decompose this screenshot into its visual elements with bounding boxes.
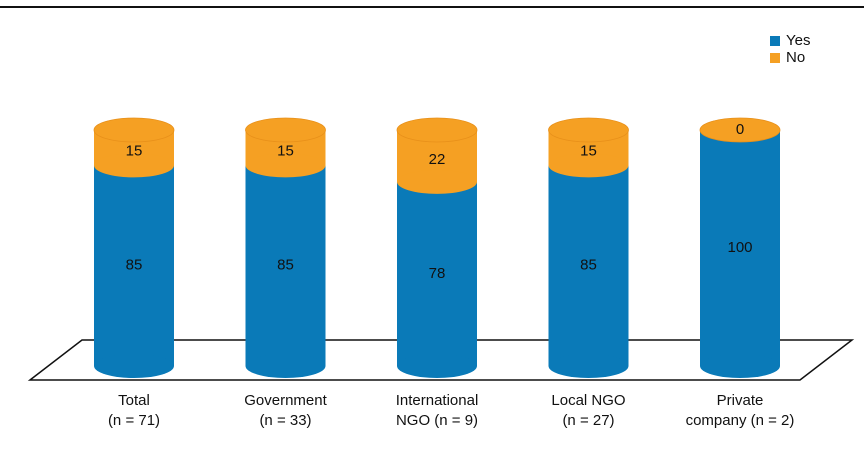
x-tick-label: (n = 33) xyxy=(259,412,311,429)
x-tick-label: Government xyxy=(244,392,327,409)
bar-top xyxy=(396,117,478,143)
data-label: 85 xyxy=(277,257,294,274)
bar-segment xyxy=(700,130,780,366)
bar-segment xyxy=(245,165,326,366)
bar-segment-cap xyxy=(245,354,326,378)
bar-top xyxy=(548,117,629,143)
bar-segment-cap xyxy=(548,354,629,378)
data-label: 15 xyxy=(126,143,143,160)
legend-label: No xyxy=(786,49,805,66)
bar-top xyxy=(93,117,175,143)
x-tick-label: Private xyxy=(717,392,764,409)
x-tick-label: (n = 71) xyxy=(108,412,160,429)
bar-segment-cap xyxy=(548,153,629,178)
bar-segment-cap xyxy=(397,354,477,378)
bar-segment xyxy=(94,165,174,366)
x-tick-label: NGO (n = 9) xyxy=(396,412,478,429)
data-label: 85 xyxy=(580,257,597,274)
data-label: 85 xyxy=(126,257,143,274)
data-label: 0 xyxy=(736,121,744,138)
bar-top xyxy=(699,117,781,143)
x-tick-label: International xyxy=(396,392,479,409)
bar-segment-cap xyxy=(245,153,326,178)
bar-segment xyxy=(548,165,629,366)
data-label: 100 xyxy=(727,239,752,256)
bar-segment xyxy=(397,181,477,366)
data-label: 78 xyxy=(429,265,446,282)
legend-label: Yes xyxy=(786,32,810,49)
bar-top xyxy=(245,117,326,143)
data-label: 15 xyxy=(277,143,294,160)
x-tick-label: Local NGO xyxy=(551,392,625,409)
legend-swatch xyxy=(770,53,780,63)
bar-segment-cap xyxy=(94,153,174,178)
bar-segment-cap xyxy=(397,169,477,194)
data-label: 15 xyxy=(580,143,597,160)
x-tick-label: (n = 27) xyxy=(562,412,614,429)
data-label: 22 xyxy=(429,151,446,168)
legend-swatch xyxy=(770,36,780,46)
bar-segment-cap xyxy=(700,354,780,378)
bar-segment-cap xyxy=(94,354,174,378)
x-tick-label: Total xyxy=(118,392,150,409)
x-tick-label: company (n = 2) xyxy=(686,412,795,429)
